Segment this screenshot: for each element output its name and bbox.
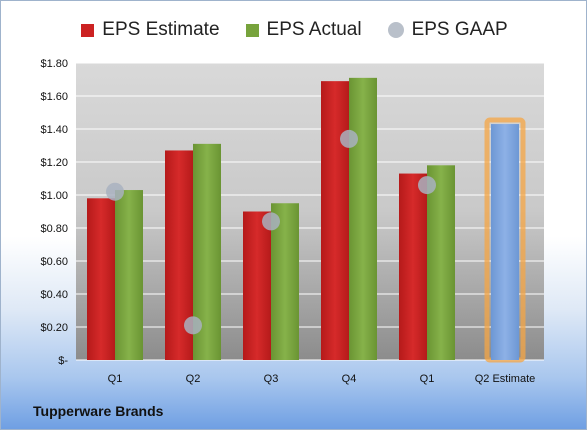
y-tick-label: $1.60 — [40, 91, 68, 103]
y-tick-label: $1.80 — [40, 58, 68, 70]
x-tick-label: Q4 — [342, 373, 357, 385]
legend-swatch-eps-actual — [245, 23, 259, 37]
point-eps-gaap — [340, 129, 358, 148]
bar-eps-actual — [349, 77, 377, 360]
legend-item-eps-actual: EPS Actual — [245, 19, 362, 41]
bar-eps-estimate — [399, 173, 427, 360]
bar-eps-actual — [115, 190, 143, 360]
legend-item-eps-gaap: EPS GAAP — [387, 19, 508, 41]
x-tick-label: Q1 — [420, 373, 435, 385]
chart-legend: EPS Estimate EPS Actual EPS GAAP — [1, 13, 586, 47]
plot-area — [76, 63, 544, 360]
y-tick-label: $1.00 — [40, 190, 68, 202]
bar-eps-estimate — [243, 211, 271, 360]
y-tick-label: $0.80 — [40, 223, 68, 235]
y-tick-label: $- — [58, 355, 68, 367]
y-tick-label: $0.20 — [40, 322, 68, 334]
chart-plot: $- $0.20 $0.40 $0.60 $0.80 $1.00 $1.20 $1.40 $1.… — [40, 58, 544, 385]
legend-label-eps-estimate: EPS Estimate — [102, 19, 220, 40]
point-eps-gaap — [184, 316, 202, 335]
bar-eps-actual — [271, 203, 299, 360]
bar-eps-estimate — [321, 81, 349, 361]
y-tick-label: $0.40 — [40, 289, 68, 301]
legend-swatch-eps-estimate — [81, 23, 95, 37]
y-tick-label: $1.40 — [40, 124, 68, 136]
x-tick-label: Q2 — [186, 373, 201, 385]
x-tick-label: Q1 — [108, 373, 123, 385]
y-tick-label: $1.20 — [40, 157, 68, 169]
legend-swatch-eps-gaap — [387, 22, 404, 38]
legend-label-eps-actual: EPS Actual — [266, 19, 362, 40]
legend-item-eps-estimate: EPS Estimate — [81, 19, 220, 41]
point-eps-gaap — [106, 182, 124, 201]
bar-eps-estimate — [87, 198, 115, 360]
y-tick-label: $0.60 — [40, 256, 68, 268]
company-name: Tupperware Brands — [33, 403, 164, 419]
point-eps-gaap — [262, 212, 280, 231]
point-eps-gaap — [418, 176, 436, 195]
legend-label-eps-gaap: EPS GAAP — [411, 19, 508, 40]
bar-q2-estimate — [491, 124, 519, 360]
bar-eps-actual — [427, 165, 455, 360]
x-tick-label: Q3 — [264, 373, 279, 385]
x-tick-label: Q2 Estimate — [475, 373, 536, 385]
